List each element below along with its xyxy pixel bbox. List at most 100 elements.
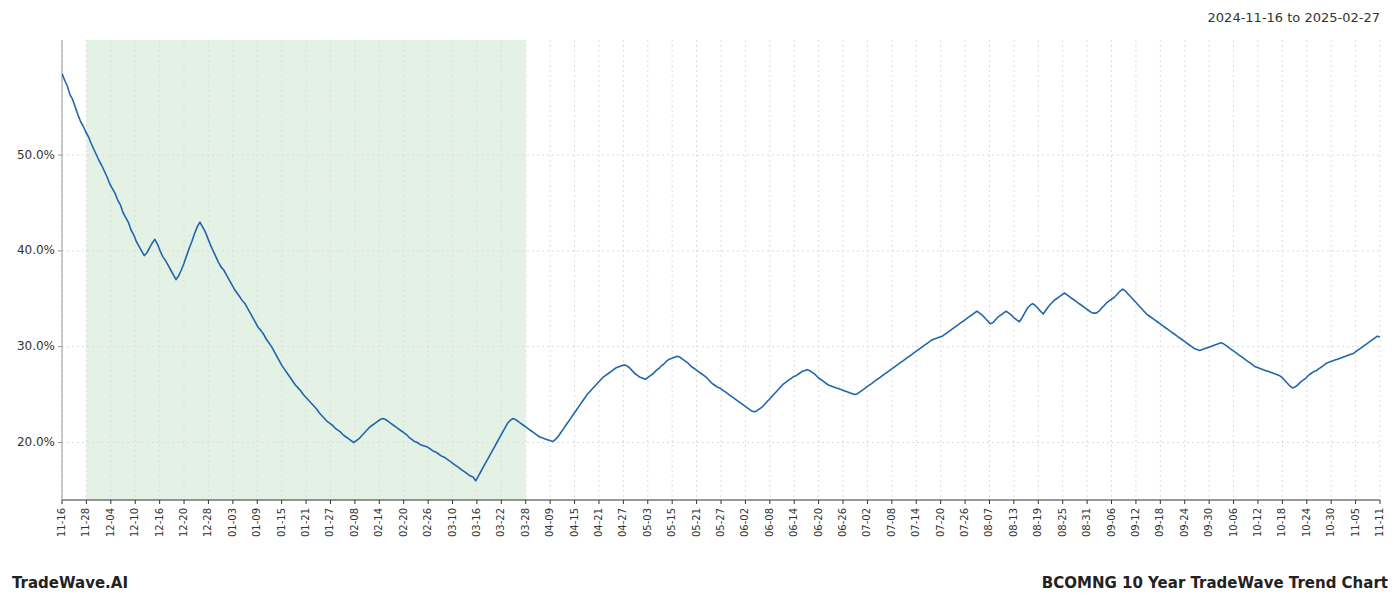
grid-line-x [598, 40, 599, 500]
x-tick [379, 500, 380, 504]
x-tick [232, 500, 233, 504]
x-tick-label: 09-24 [1179, 508, 1190, 537]
x-tick-label: 08-31 [1081, 508, 1092, 537]
grid-line-x [721, 40, 722, 500]
footer-annotation: TradeWave.AI [12, 574, 128, 592]
x-tick [110, 500, 111, 504]
x-tick [525, 500, 526, 504]
title: 2024-11-16 to 2025-02-27 [1208, 10, 1380, 25]
grid-line-x [281, 40, 282, 500]
x-tick [647, 500, 648, 504]
x-tick-label: 02-20 [398, 508, 409, 537]
x-tick [574, 500, 575, 504]
grid-line-x [1282, 40, 1283, 500]
grid-line-x [1160, 40, 1161, 500]
grid-line-x [135, 40, 136, 500]
x-tick-label: 02-26 [422, 508, 433, 537]
x-tick [428, 500, 429, 504]
grid-line-x [1380, 40, 1381, 500]
grid-line-x [501, 40, 502, 500]
x-tick [159, 500, 160, 504]
x-tick-label: 05-21 [691, 508, 702, 537]
x-tick [940, 500, 941, 504]
x-tick-label: 07-26 [959, 508, 970, 537]
x-tick [1160, 500, 1161, 504]
y-tick [58, 346, 62, 347]
x-tick [1306, 500, 1307, 504]
grid-line-x [62, 40, 63, 500]
x-tick [1209, 500, 1210, 504]
x-tick [1355, 500, 1356, 504]
x-tick [1380, 500, 1381, 504]
grid-line-y [62, 155, 1380, 156]
y-tick [58, 250, 62, 251]
grid-line-x [1233, 40, 1234, 500]
x-tick-label: 10-06 [1228, 508, 1239, 537]
x-tick-label: 07-14 [910, 508, 921, 537]
grid-line-x [1184, 40, 1185, 500]
series-line [62, 74, 1380, 481]
grid-line-x [110, 40, 111, 500]
y-tick [58, 442, 62, 443]
x-tick [769, 500, 770, 504]
x-tick [1013, 500, 1014, 504]
x-axis: 11-1611-2812-0412-1012-1612-2012-2801-03… [56, 500, 1385, 537]
grid-line-x [672, 40, 673, 500]
footer-annotation: BCOMNG 10 Year TradeWave Trend Chart [1042, 574, 1388, 592]
grid-line-x [330, 40, 331, 500]
grid [62, 40, 1380, 500]
y-tick-label: 40.0% [17, 243, 55, 257]
x-tick [989, 500, 990, 504]
x-tick-label: 03-22 [495, 508, 506, 537]
grid-line-x [428, 40, 429, 500]
grid-line-x [1013, 40, 1014, 500]
x-tick [1184, 500, 1185, 504]
grid-line-x [794, 40, 795, 500]
x-tick-label: 07-20 [935, 508, 946, 537]
x-tick-label: 03-10 [447, 508, 458, 537]
x-tick [794, 500, 795, 504]
x-tick-label: 01-09 [251, 508, 262, 537]
x-tick-label: 11-05 [1350, 508, 1361, 537]
grid-line-x [184, 40, 185, 500]
grid-line-x [1306, 40, 1307, 500]
x-tick-label: 08-07 [983, 508, 994, 537]
x-tick-label: 06-20 [813, 508, 824, 537]
y-tick-label: 30.0% [17, 339, 55, 353]
x-tick [916, 500, 917, 504]
x-tick [598, 500, 599, 504]
x-tick-label: 06-14 [788, 508, 799, 537]
x-tick-label: 02-14 [373, 508, 384, 537]
grid-line-x [306, 40, 307, 500]
x-tick [476, 500, 477, 504]
x-tick-label: 05-27 [715, 508, 726, 537]
x-tick [208, 500, 209, 504]
grid-line-x [1355, 40, 1356, 500]
grid-line-x [525, 40, 526, 500]
x-tick-label: 01-27 [324, 508, 335, 537]
grid-line-x [940, 40, 941, 500]
x-tick-label: 07-08 [886, 508, 897, 537]
grid-line-x [745, 40, 746, 500]
grid-line-x [1135, 40, 1136, 500]
x-tick-label: 10-24 [1301, 508, 1312, 537]
y-axis-line [62, 40, 63, 500]
grid-line-x [86, 40, 87, 500]
page: {"chart_data": {"type": "line", "title":… [0, 0, 1400, 600]
x-tick [623, 500, 624, 504]
grid-line-x [1111, 40, 1112, 500]
x-tick [1282, 500, 1283, 504]
x-tick-label: 09-06 [1106, 508, 1117, 537]
x-tick-label: 11-16 [56, 508, 67, 537]
x-tick-label: 06-02 [739, 508, 750, 537]
x-tick-label: 11-28 [80, 508, 91, 537]
x-tick-label: 12-20 [178, 508, 189, 537]
x-tick [721, 500, 722, 504]
x-tick-label: 07-02 [861, 508, 872, 537]
x-tick-label: 09-12 [1130, 508, 1141, 537]
grid-line-x [891, 40, 892, 500]
grid-line-x [647, 40, 648, 500]
x-tick [843, 500, 844, 504]
x-tick-label: 05-03 [642, 508, 653, 537]
x-tick-label: 01-03 [227, 508, 238, 537]
